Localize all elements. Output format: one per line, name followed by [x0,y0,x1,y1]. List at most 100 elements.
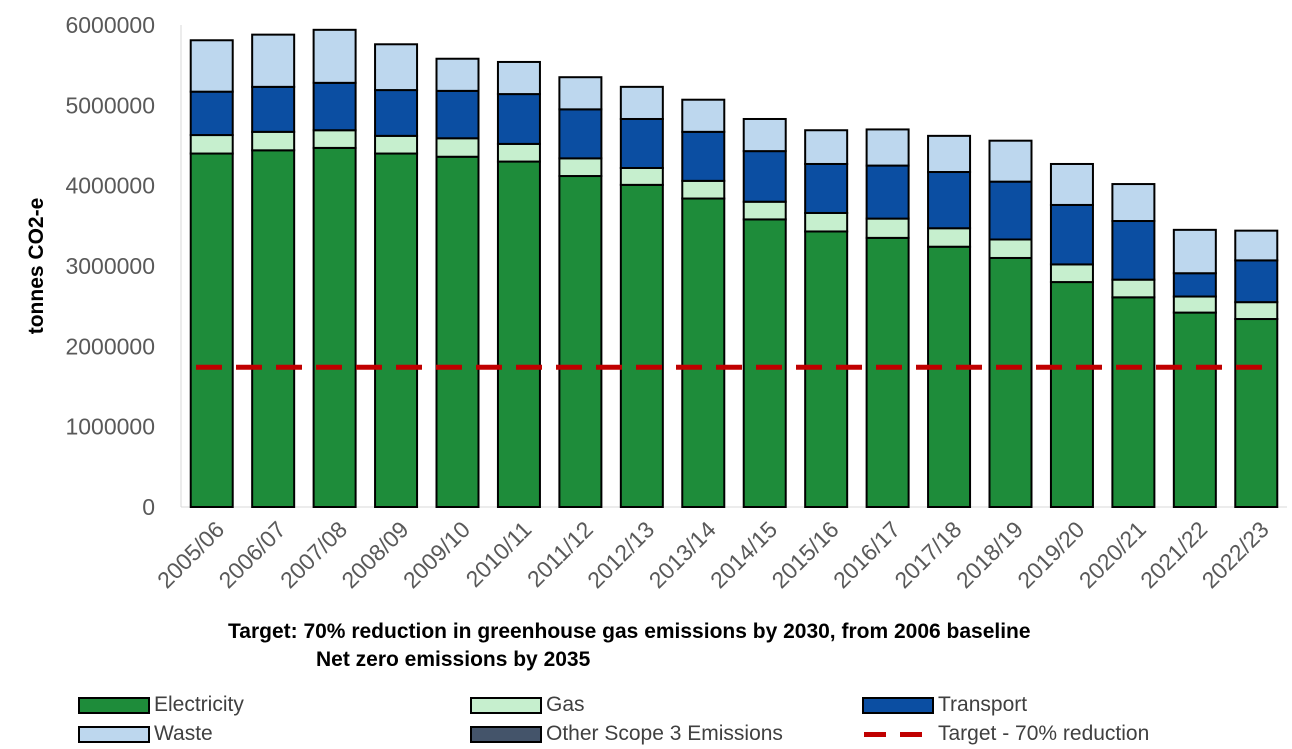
x-tick-label: 2018/19 [951,516,1028,593]
bar-electricity [312,146,357,508]
y-tick-label: 5000000 [65,92,155,118]
x-tick-label: 2012/13 [582,516,659,593]
x-tick-label: 2009/10 [398,516,475,593]
bar-transport [558,108,603,160]
bar-electricity [435,155,480,508]
x-tick-label: 2017/18 [889,516,966,593]
bar-transport [435,89,480,140]
bar-waste [496,60,541,96]
x-tick-label: 2008/09 [336,516,413,593]
bar-waste [804,129,849,165]
bar-gas [619,166,664,186]
legend-label-transport: Transport [938,693,1028,716]
bar-waste [681,98,726,133]
bar-waste [189,39,234,93]
bar-gas [251,130,296,152]
bar-transport [619,117,664,169]
x-tick-label: 2019/20 [1012,516,1089,593]
bar-transport [496,93,541,145]
bar-gas [742,200,787,221]
y-tick-label: 6000000 [65,12,155,38]
bar-waste [312,28,357,84]
bar-transport [804,162,849,214]
legend-item-electricity: Electricity [78,692,244,718]
bar-electricity [988,256,1033,509]
legend-item-target: Target - 70% reduction [862,721,1149,747]
legend-item-gas: Gas [470,692,585,718]
bar-gas [374,134,419,155]
bar-electricity [558,175,603,508]
y-tick-label: 3000000 [65,253,155,279]
legend-label-waste: Waste [154,722,213,745]
bar-electricity [742,218,787,508]
bar-electricity [496,160,541,508]
bar-transport [1172,272,1217,298]
bar-electricity [927,245,972,508]
legend-swatch-transport [862,696,934,714]
legend-swatch-gas [470,696,542,714]
bar-transport [681,130,726,182]
legend-swatch-target [862,726,934,743]
legend-label-electricity: Electricity [154,693,244,716]
legend-swatch-waste [78,725,150,743]
bar-gas [1234,301,1279,321]
bar-electricity [251,149,296,508]
bar-transport [988,180,1033,241]
bar-waste [435,57,480,92]
bar-waste [865,128,910,167]
bar-electricity [189,152,234,509]
bar-gas [1111,278,1156,299]
bar-gas [312,129,357,149]
x-tick-label: 2006/07 [214,516,291,593]
x-tick-label: 2020/21 [1074,516,1151,593]
bar-gas [804,211,849,233]
legend-label-gas: Gas [546,693,585,716]
bar-transport [189,90,234,137]
x-tick-label: 2007/08 [275,516,352,593]
stacked-bar-chart: 0 1000000 2000000 3000000 4000000 5000000 6000… [25,12,1287,593]
bar-transport [312,81,357,132]
bar-electricity [1172,311,1217,508]
bar-electricity [1049,281,1094,509]
bar-electricity [1234,318,1279,508]
y-tick-label: 2000000 [65,333,155,359]
y-tick-label: 0 [142,494,155,520]
legend-item-other-scope3: Other Scope 3 Emissions [470,721,783,747]
bar-waste [1172,228,1217,275]
legend-swatch-other-scope3 [470,725,542,743]
bar-waste [742,117,787,153]
bar-waste [558,76,603,111]
x-tick-label: 2013/14 [644,516,721,593]
net-zero-caption: Net zero emissions by 2035 [316,648,591,671]
target-caption: Target: 70% reduction in greenhouse gas … [228,620,1031,643]
bar-gas [496,142,541,163]
legend-label-target: Target - 70% reduction [938,722,1150,745]
bar-gas [558,157,603,178]
bar-transport [927,171,972,230]
bar-waste [1111,183,1156,223]
bar-gas [1049,263,1094,284]
bar-transport [742,150,787,203]
bar-electricity [374,152,419,509]
x-tick-label: 2005/06 [152,516,229,593]
bar-waste [1049,162,1094,206]
y-tick-label: 1000000 [65,414,155,440]
bar-gas [865,217,910,239]
bar-electricity [1111,296,1156,508]
bar-transport [251,85,296,133]
bar-electricity [681,197,726,509]
bar-transport [374,89,419,137]
bar-waste [1234,229,1279,262]
bar-gas [681,179,726,200]
x-tick-label: 2011/12 [522,516,598,592]
bar-electricity [865,236,910,508]
x-tick-label: 2016/17 [828,516,905,593]
y-tick-label: 4000000 [65,173,155,199]
bar-waste [374,43,419,92]
bar-transport [865,164,910,220]
x-tick-label: 2010/11 [461,516,537,592]
x-tick-label: 2014/15 [705,516,782,593]
bar-transport [1111,220,1156,281]
bar-waste [927,134,972,174]
